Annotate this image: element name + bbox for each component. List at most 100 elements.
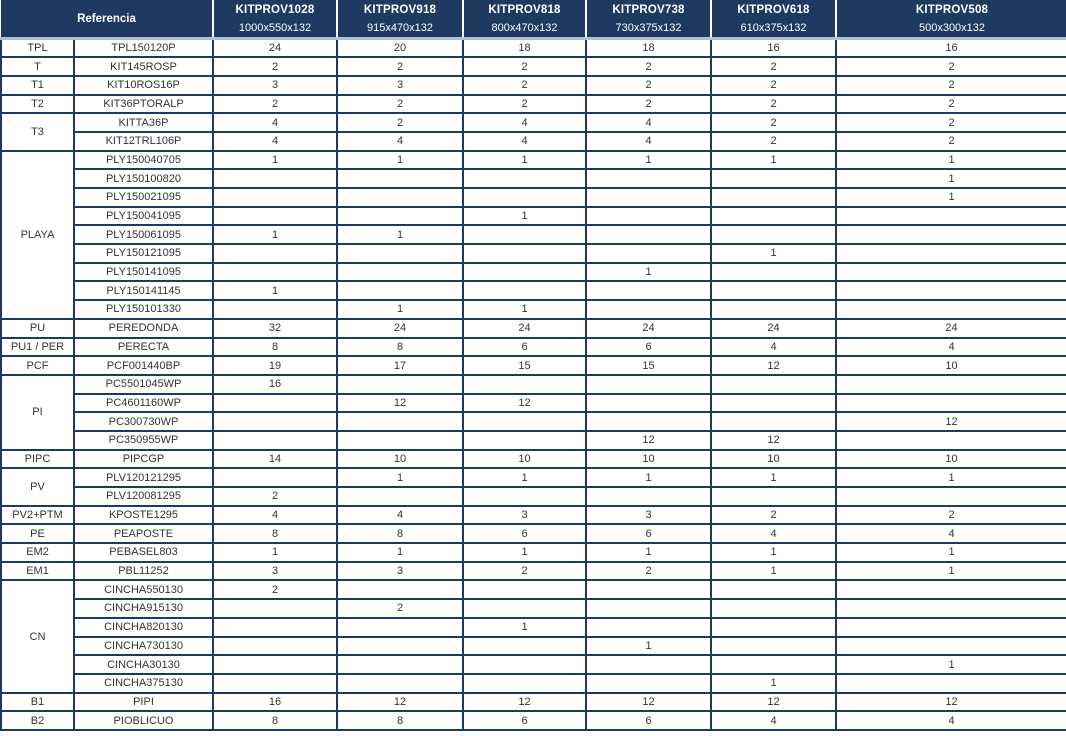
group-cell: PI [0, 373, 75, 451]
qty-cell [710, 486, 837, 507]
qty-cell [212, 598, 338, 619]
qty-cell: 18 [585, 37, 712, 59]
group-cell: PIPC [0, 448, 75, 470]
qty-cell: 2 [710, 56, 837, 77]
qty-cell: 10 [336, 448, 464, 470]
qty-cell: 1 [336, 542, 464, 563]
qty-cell: 2 [462, 93, 587, 115]
table-row: PE PEAPOSTE 8 8 6 6 4 4 [0, 523, 1066, 545]
qty-cell: 19 [212, 355, 338, 376]
qty-cell [835, 392, 1066, 414]
qty-cell [585, 224, 712, 246]
reference-cell: PCF001440BP [73, 355, 214, 376]
qty-cell: 1 [835, 467, 1066, 488]
group-cell: CN [0, 579, 75, 694]
qty-cell: 1 [585, 261, 712, 283]
qty-cell [462, 373, 587, 395]
reference-cell: KPOSTE1295 [73, 504, 214, 526]
qty-cell: 24 [462, 317, 587, 339]
group-cell: T1 [0, 74, 75, 96]
table-row: T3 KITTA36P 4 2 4 4 2 2 [0, 112, 1066, 152]
reference-cell: PC350955WP [73, 429, 214, 451]
qty-cell [585, 654, 712, 675]
reference-cell: CINCHA820130 [73, 616, 214, 638]
qty-cell: 16 [212, 373, 338, 395]
qty-cell: 1 [462, 542, 587, 563]
qty-cell: 2 [336, 93, 464, 115]
qty-cell [585, 187, 712, 208]
qty-cell: 10 [585, 448, 712, 470]
qty-cell: 15 [585, 355, 712, 376]
table-row: T KIT145ROSP 2 2 2 2 2 2 [0, 56, 1066, 77]
qty-cell [835, 261, 1066, 283]
reference-cell: KIT12TRL106P [73, 130, 214, 152]
qty-cell [835, 616, 1066, 638]
qty-cell: 1 [710, 243, 837, 264]
qty-cell [462, 243, 587, 264]
table-row: PU PEREDONDA 32 24 24 24 24 24 [0, 317, 1066, 339]
reference-cell: KITTA36P [73, 112, 214, 133]
table-row: TPL TPL150120P 24 20 18 18 16 16 [0, 37, 1066, 59]
qty-cell [835, 598, 1066, 619]
qty-cell: 2 [212, 579, 338, 601]
table-row: PV2+PTM KPOSTE1295 4 4 3 3 2 2 [0, 504, 1066, 526]
column-header: KITPROV618 610x375x132 [710, 0, 836, 40]
qty-cell: 8 [212, 523, 338, 545]
qty-cell [585, 579, 712, 601]
reference-cell: PEAPOSTE [73, 523, 214, 545]
group-cell: PV2+PTM [0, 504, 75, 526]
qty-cell: 2 [710, 112, 837, 133]
qty-cell: 1 [835, 149, 1066, 171]
qty-cell: 8 [336, 710, 464, 731]
reference-cell: PLY150141145 [73, 280, 214, 302]
qty-cell [835, 373, 1066, 395]
qty-cell: 1 [835, 560, 1066, 582]
reference-cell: PIPCGP [73, 448, 214, 470]
qty-cell: 1 [462, 616, 587, 638]
table-row: PCF PCF001440BP 19 17 15 15 12 10 [0, 355, 1066, 376]
table-row: PLY150021095 1 [1, 187, 1066, 208]
qty-cell: 1 [462, 299, 587, 320]
qty-cell [336, 187, 464, 208]
qty-cell [710, 299, 837, 320]
qty-cell: 1 [462, 205, 587, 227]
qty-cell [710, 224, 837, 246]
column-model-label: KITPROV618 [737, 3, 810, 16]
qty-cell: 1 [835, 187, 1066, 208]
table-row: PC350955WP 12 12 [1, 429, 1066, 451]
reference-cell: CINCHA915130 [73, 598, 214, 619]
qty-cell: 1 [336, 224, 464, 246]
qty-cell: 3 [585, 504, 712, 526]
group-cell: PE [0, 523, 75, 545]
table-row: CINCHA30130 1 [1, 654, 1066, 675]
reference-cell: TPL150120P [73, 37, 214, 59]
table-row: PLY150100820 1 [1, 168, 1066, 189]
qty-cell: 4 [212, 504, 338, 526]
table-header: Referencia KITPROV1028 1000x550x132 KITPRO… [1, 0, 1066, 40]
qty-cell [462, 261, 587, 283]
table-row: B1 PIPI 16 12 12 12 12 12 [0, 691, 1066, 713]
reference-cell: PLY150040705 [73, 149, 214, 171]
table-row: PLAYA PLY150040705 1 1 1 1 1 1 [0, 149, 1066, 320]
qty-cell: 2 [835, 504, 1066, 526]
qty-cell: 6 [585, 710, 712, 731]
group-cell: PU1 / PER [0, 336, 75, 358]
table-row: PLY150121095 1 [1, 243, 1066, 264]
reference-cell: PC5501045WP [73, 373, 214, 395]
qty-cell: 1 [835, 542, 1066, 563]
qty-cell [835, 635, 1066, 657]
reference-cell: PEREDONDA [73, 317, 214, 339]
qty-cell [710, 411, 837, 432]
qty-cell: 2 [212, 56, 338, 77]
table-row: PLY150061095 1 1 [1, 224, 1066, 246]
qty-cell: 10 [835, 448, 1066, 470]
qty-cell [212, 299, 338, 320]
qty-cell [212, 635, 338, 657]
qty-cell [585, 616, 712, 638]
qty-cell [212, 392, 338, 414]
qty-cell [462, 280, 587, 302]
qty-cell [710, 616, 837, 638]
reference-cell: CINCHA30130 [73, 654, 214, 675]
table-row: PLV120081295 2 [1, 486, 1066, 507]
qty-cell [710, 392, 837, 414]
